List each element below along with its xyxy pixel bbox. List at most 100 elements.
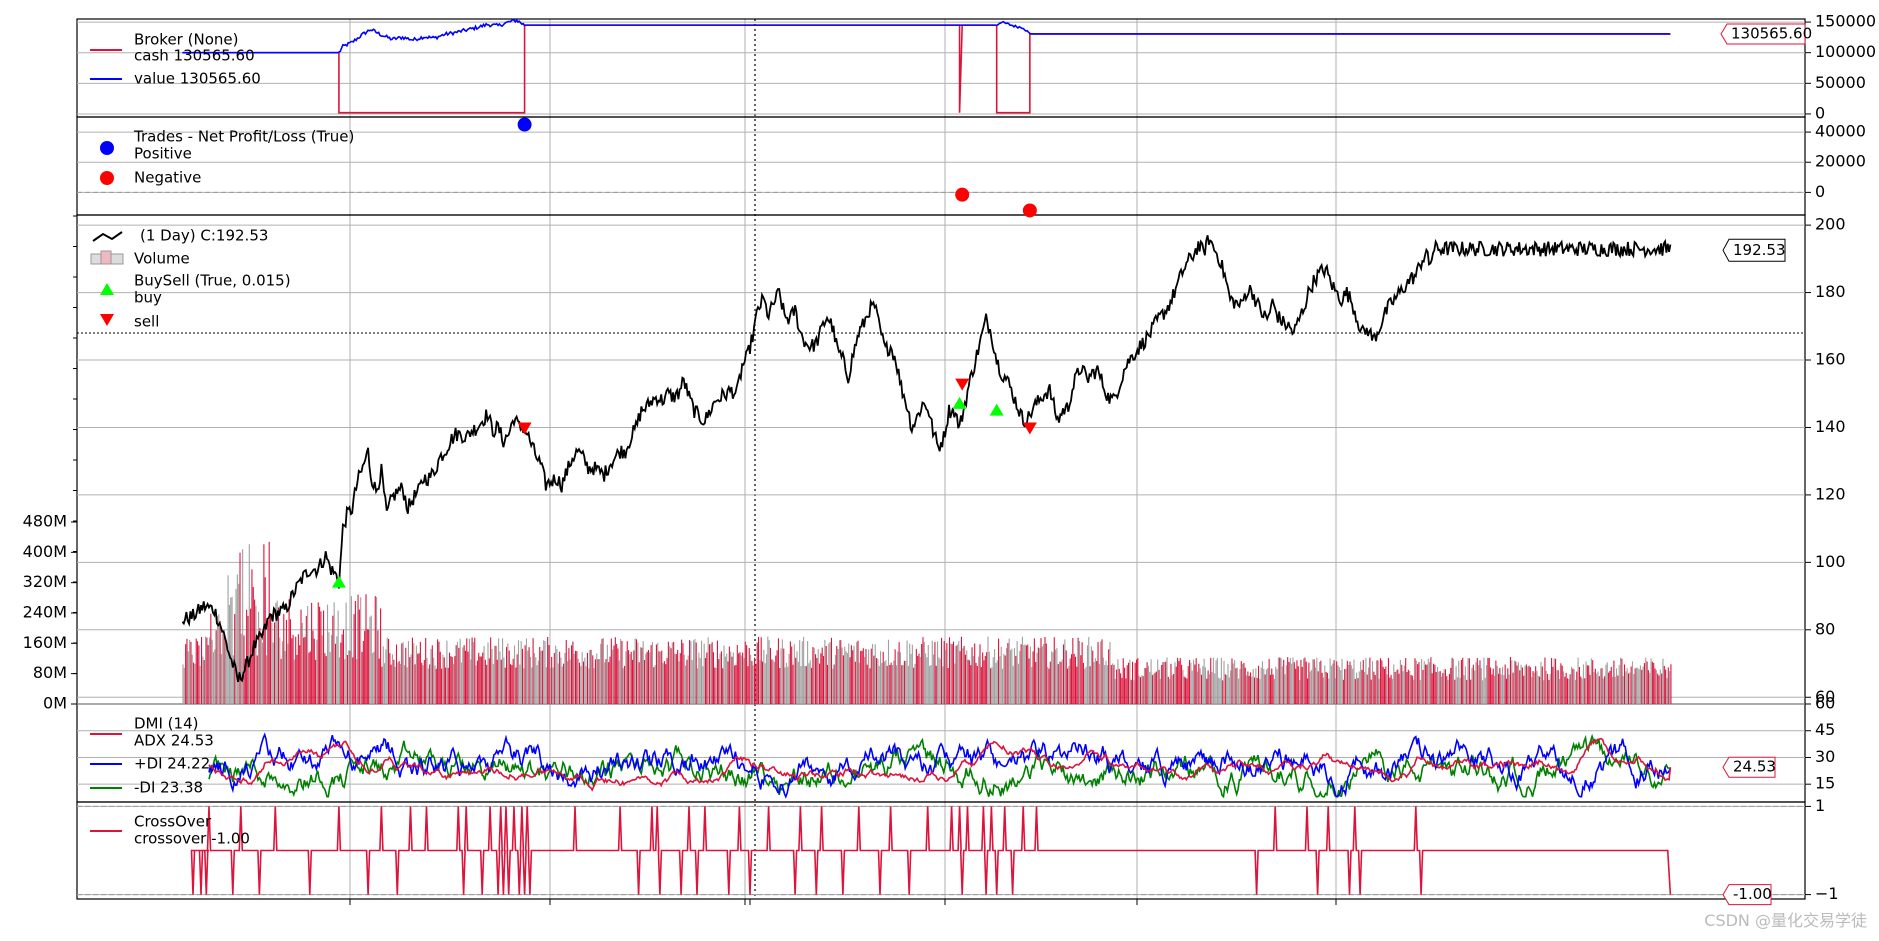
volume-bar (1365, 657, 1367, 704)
volume-bar (747, 666, 749, 704)
volume-bar (1627, 673, 1630, 704)
volume-bar (264, 577, 266, 704)
volume-bar (454, 656, 456, 704)
volume-bar (1433, 663, 1435, 704)
volume-bar (795, 657, 797, 704)
volume-bar (964, 654, 966, 704)
volume-bar (521, 648, 524, 704)
volume-bar (452, 663, 455, 704)
volume-bar (732, 652, 734, 704)
volume-bar (349, 650, 351, 704)
volume-bar (700, 640, 703, 704)
volume-bar (1063, 644, 1065, 704)
volume-bar (1504, 664, 1506, 704)
volume-bar (1025, 645, 1027, 704)
volume-bar (1562, 671, 1565, 704)
volume-bar (293, 659, 295, 704)
volume-bar (1613, 660, 1615, 704)
volume-bar (1647, 670, 1649, 704)
legend-crossover-label: crossover -1.00 (134, 830, 250, 848)
volume-bar (958, 641, 960, 704)
volume-tick-label-0: 0M (43, 694, 67, 713)
volume-bar (974, 643, 976, 704)
volume-bar (642, 641, 644, 704)
volume-bar (1456, 677, 1458, 704)
volume-bar (561, 666, 563, 704)
volume-bar (1086, 645, 1088, 704)
volume-bar (1191, 670, 1193, 704)
volume-bar (1208, 674, 1210, 704)
volume-bar (580, 666, 582, 704)
volume-bar (555, 645, 557, 704)
volume-bar (626, 641, 628, 704)
volume-bar (325, 656, 327, 704)
volume-bar (297, 634, 299, 704)
volume-bar (1188, 659, 1191, 704)
volume-bar (618, 660, 620, 704)
volume-bar (775, 655, 777, 704)
volume-bar (695, 642, 697, 704)
volume-bar (1129, 659, 1131, 704)
volume-bar (1272, 674, 1274, 704)
volume-bar (655, 644, 657, 704)
ytick-label-dmi-1: 30 (1815, 747, 1835, 766)
volume-bar (1399, 659, 1401, 704)
volume-bar (706, 652, 708, 704)
volume-bar (715, 668, 717, 704)
volume-bar (1450, 667, 1452, 704)
legend-positive-swatch (100, 141, 114, 155)
volume-bar (1288, 661, 1290, 704)
volume-bar (273, 622, 276, 704)
volume-bar (606, 644, 608, 704)
volume-bar (1361, 669, 1363, 704)
volume-bar (480, 656, 482, 704)
volume-bar (183, 667, 185, 704)
volume-bar (1458, 660, 1460, 704)
volume-bar (1377, 660, 1379, 704)
volume-bar (464, 650, 467, 704)
volume-bar (1543, 680, 1545, 704)
volume-bar (389, 653, 391, 704)
volume-bar (686, 659, 688, 704)
broker-series-value (182, 18, 1671, 54)
volume-bar (1187, 666, 1189, 704)
volume-bar (308, 652, 310, 704)
volume-bar (191, 654, 193, 704)
volume-bar (1560, 663, 1562, 704)
volume-bar (624, 665, 626, 704)
volume-bar (1663, 665, 1665, 704)
volume-bar (620, 639, 622, 704)
volume-bar (1342, 679, 1344, 704)
volume-bar (674, 653, 676, 704)
trade-negative-marker-0 (955, 187, 970, 202)
volume-bar (1471, 667, 1473, 704)
volume-bar (681, 639, 683, 704)
volume-bar (952, 641, 955, 704)
volume-bar (818, 663, 821, 704)
volume-bar (1036, 652, 1038, 704)
volume-bar (1175, 666, 1177, 704)
volume-bar (1059, 661, 1061, 704)
volume-bar (1394, 671, 1396, 704)
volume-bar (1192, 659, 1195, 704)
volume-bar (1556, 670, 1558, 704)
volume-bar (291, 638, 293, 704)
volume-bar (1651, 661, 1653, 704)
volume-bar (1094, 658, 1096, 704)
volume-bar (1350, 665, 1352, 704)
volume-bar (427, 668, 429, 704)
legend-negative-swatch (100, 171, 114, 185)
volume-bar (1105, 660, 1107, 704)
volume-bar (1435, 671, 1437, 704)
volume-bar (466, 638, 468, 704)
volume-bar (1309, 671, 1311, 704)
volume-bar (567, 661, 569, 704)
volume-bar (1488, 658, 1490, 704)
volume-bar (1643, 663, 1645, 704)
volume-bar (918, 653, 920, 704)
volume-bar (1207, 670, 1209, 704)
volume-bar (1631, 661, 1634, 704)
volume-bar (865, 648, 867, 704)
volume-bar (925, 653, 927, 704)
volume-bar (1570, 666, 1573, 704)
